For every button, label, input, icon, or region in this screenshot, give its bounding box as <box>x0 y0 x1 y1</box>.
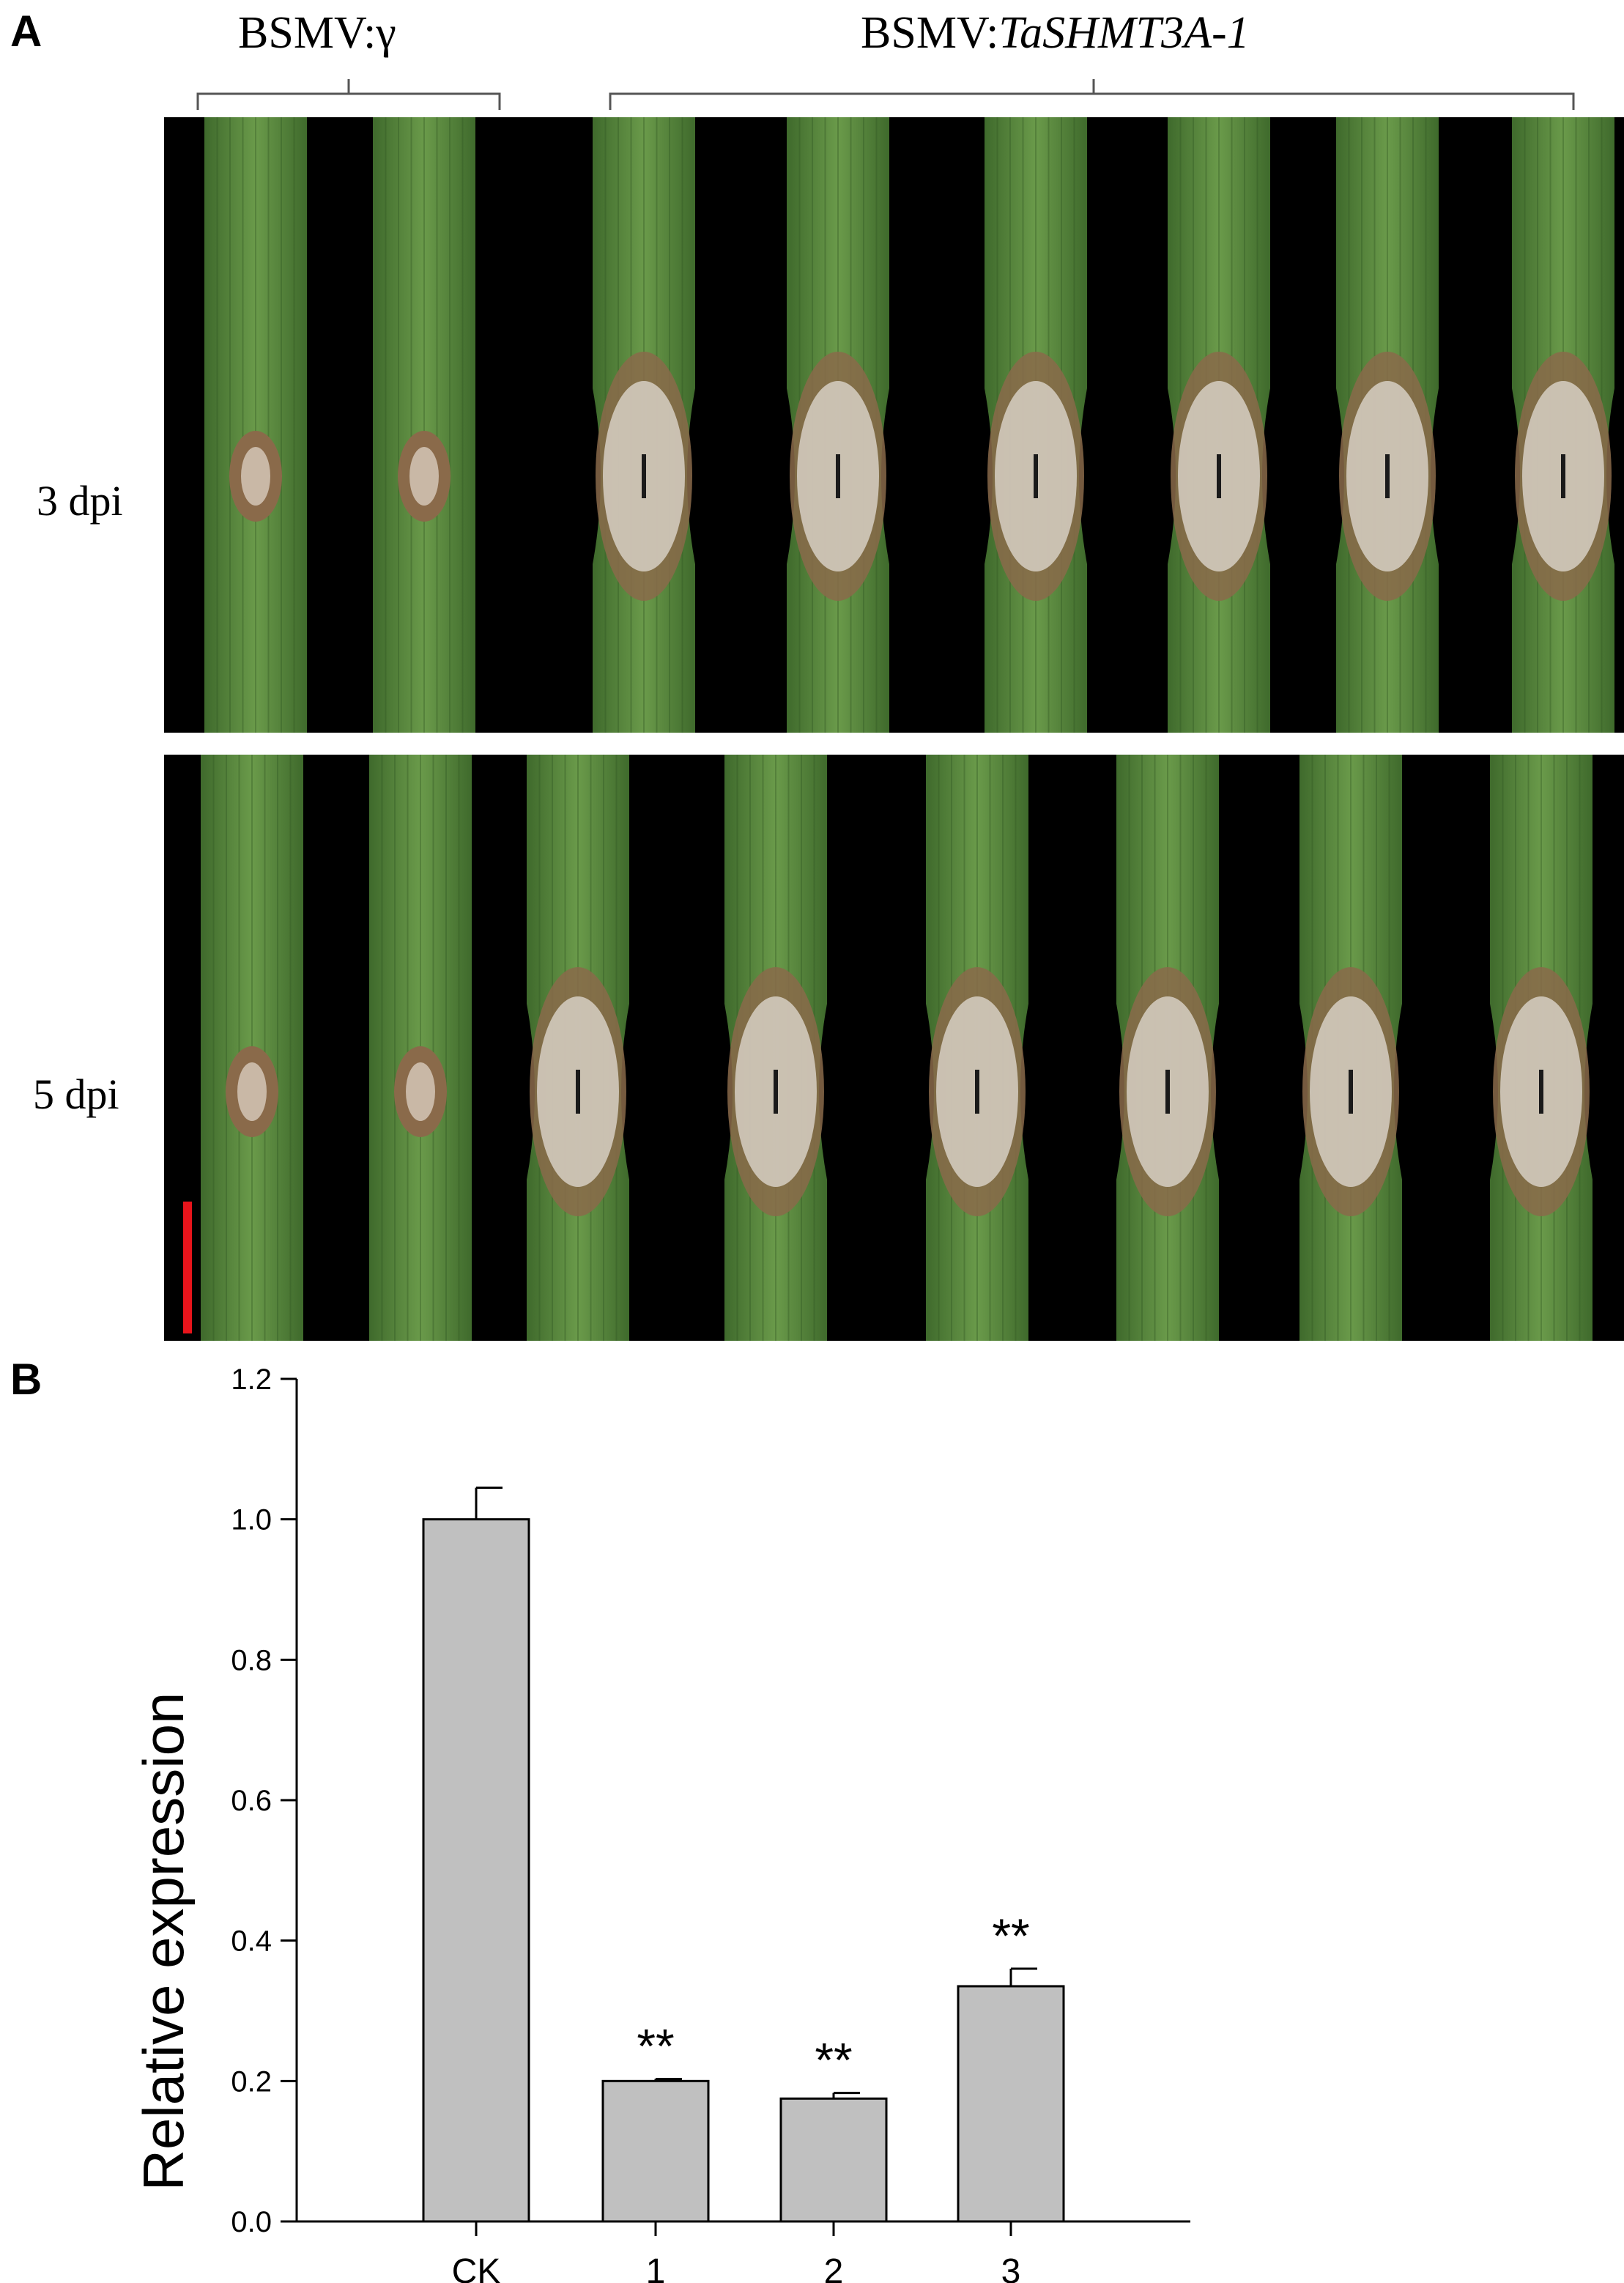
group-label-silenced: BSMV:TaSHMT3A-1 <box>861 7 1250 59</box>
leaf-blade <box>204 117 307 733</box>
panel-b-label: B <box>10 1355 42 1404</box>
significance-marker: ** <box>992 1909 1029 1963</box>
y-tick-label: 0.0 <box>231 2206 272 2238</box>
leaf <box>201 755 303 1341</box>
leaf <box>1116 755 1219 1341</box>
leaf <box>1299 755 1402 1341</box>
y-axis-label: Relative expression <box>131 1692 196 2191</box>
leaf <box>926 755 1028 1341</box>
leaf <box>1512 117 1614 733</box>
leaf <box>204 117 307 733</box>
significance-marker: ** <box>815 2033 852 2087</box>
leaf-blade <box>373 117 475 733</box>
leaf <box>369 755 472 1341</box>
y-tick-label: 0.4 <box>231 1925 272 1958</box>
leaf <box>373 117 475 733</box>
leaf <box>527 755 629 1341</box>
group-label-silenced-gene: TaSHMT3A-1 <box>998 8 1250 58</box>
panel-a-label: A <box>10 7 42 56</box>
y-tick-label: 0.2 <box>231 2065 272 2098</box>
photo-3dpi <box>164 117 1624 733</box>
bar <box>779 2097 888 2223</box>
bar <box>601 2079 710 2223</box>
lesion-center <box>406 1062 435 1121</box>
y-tick-label: 0.6 <box>231 1785 272 1817</box>
row-label-3dpi: 3 dpi <box>37 477 123 525</box>
x-tick-label: 1 <box>646 2252 666 2283</box>
x-tick-label: 3 <box>1001 2252 1021 2283</box>
x-tick-label: CK <box>452 2252 501 2283</box>
significance-marker: ** <box>637 2019 674 2073</box>
y-tick-label: 1.2 <box>231 1363 272 1396</box>
group-label-silenced-prefix: BSMV: <box>861 8 999 58</box>
leaf <box>1490 755 1593 1341</box>
lesion-center <box>241 447 270 506</box>
leaf <box>787 117 889 733</box>
relative-expression-chart: 0.0 0.2 0.4 0.6 0.8 1.0 1.2 CK 1 ** 2 ** 3 ** Relativ… <box>131 1363 1190 2283</box>
leaf <box>1336 117 1439 733</box>
scale-bar <box>183 1202 192 1333</box>
leaf <box>593 117 695 733</box>
lesion-center <box>237 1062 267 1121</box>
lesion-center <box>409 447 439 506</box>
chart-labels: 0.0 0.2 0.4 0.6 0.8 1.0 1.2 CK 1 ** 2 ** 3 ** <box>231 1363 1029 2283</box>
bar <box>957 1985 1065 2223</box>
bar <box>422 1518 530 2223</box>
bracket-silenced <box>609 79 1575 110</box>
bracket-control <box>196 79 501 110</box>
y-tick-label: 1.0 <box>231 1504 272 1536</box>
photo-5dpi <box>164 755 1624 1341</box>
y-tick-label: 0.8 <box>231 1644 272 1676</box>
group-brackets <box>196 79 1575 110</box>
group-label-control: BSMV:γ <box>238 8 396 58</box>
x-tick-label: 2 <box>824 2252 844 2283</box>
leaf <box>1168 117 1270 733</box>
leaf <box>985 117 1087 733</box>
leaf <box>724 755 827 1341</box>
chart-bars <box>422 1487 1065 2223</box>
row-label-5dpi: 5 dpi <box>33 1070 119 1118</box>
